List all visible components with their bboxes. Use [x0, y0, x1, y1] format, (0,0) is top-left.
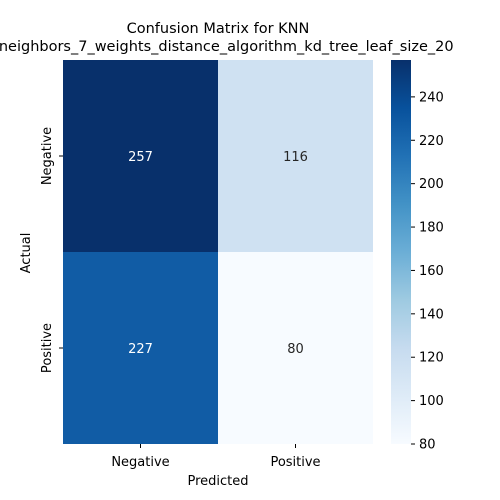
heatmap-cell — [218, 60, 373, 252]
y-axis-label: Actual — [19, 233, 34, 274]
colorbar-tick-label: 120 — [419, 351, 444, 366]
heatmap-cell — [63, 60, 218, 252]
colorbar-tick-label: 200 — [419, 177, 444, 192]
cell-value-label: 257 — [128, 150, 153, 165]
y-tick-label: Positive — [40, 323, 55, 373]
heatmap-cell — [63, 252, 218, 444]
x-axis-label: Predicted — [187, 474, 248, 489]
colorbar-tick-label: 220 — [419, 134, 444, 149]
colorbar-tick-label: 100 — [419, 394, 444, 409]
colorbar-tick-label: 80 — [419, 438, 436, 453]
colorbar-tick-label: 240 — [419, 90, 444, 105]
y-tick-label: Negative — [40, 127, 55, 185]
x-tick-label: Positive — [270, 455, 320, 470]
cell-value-label: 116 — [283, 150, 308, 165]
heatmap-cell — [218, 252, 373, 444]
colorbar-tick-label: 160 — [419, 264, 444, 279]
colorbar-tick-label: 180 — [419, 221, 444, 236]
x-tick-label: Negative — [111, 455, 169, 470]
colorbar — [391, 60, 411, 444]
cell-value-label: 227 — [128, 342, 153, 357]
colorbar-tick-label: 140 — [419, 307, 444, 322]
chart-title-line1: Confusion Matrix for KNN — [127, 21, 310, 37]
cell-value-label: 80 — [287, 342, 304, 357]
chart-title-line2: n_neighbors_7_weights_distance_algorithm… — [0, 39, 454, 55]
